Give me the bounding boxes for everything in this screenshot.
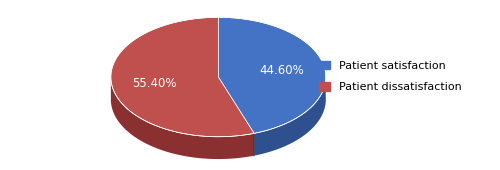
- Polygon shape: [111, 17, 254, 137]
- Polygon shape: [218, 17, 326, 133]
- Legend: Patient satisfaction, Patient dissatisfaction: Patient satisfaction, Patient dissatisfa…: [314, 57, 466, 97]
- Polygon shape: [254, 74, 326, 156]
- Text: 55.40%: 55.40%: [132, 77, 177, 90]
- Text: 44.60%: 44.60%: [260, 64, 304, 78]
- Polygon shape: [111, 76, 254, 159]
